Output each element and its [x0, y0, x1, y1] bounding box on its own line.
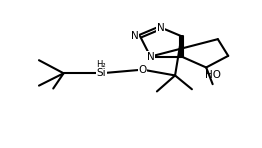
Text: N: N — [157, 23, 165, 33]
Text: O: O — [139, 65, 147, 75]
Text: N: N — [131, 31, 139, 41]
Text: Si: Si — [96, 68, 106, 78]
Text: N: N — [146, 52, 154, 62]
Text: HO: HO — [205, 70, 221, 80]
Text: H₂: H₂ — [96, 60, 106, 69]
